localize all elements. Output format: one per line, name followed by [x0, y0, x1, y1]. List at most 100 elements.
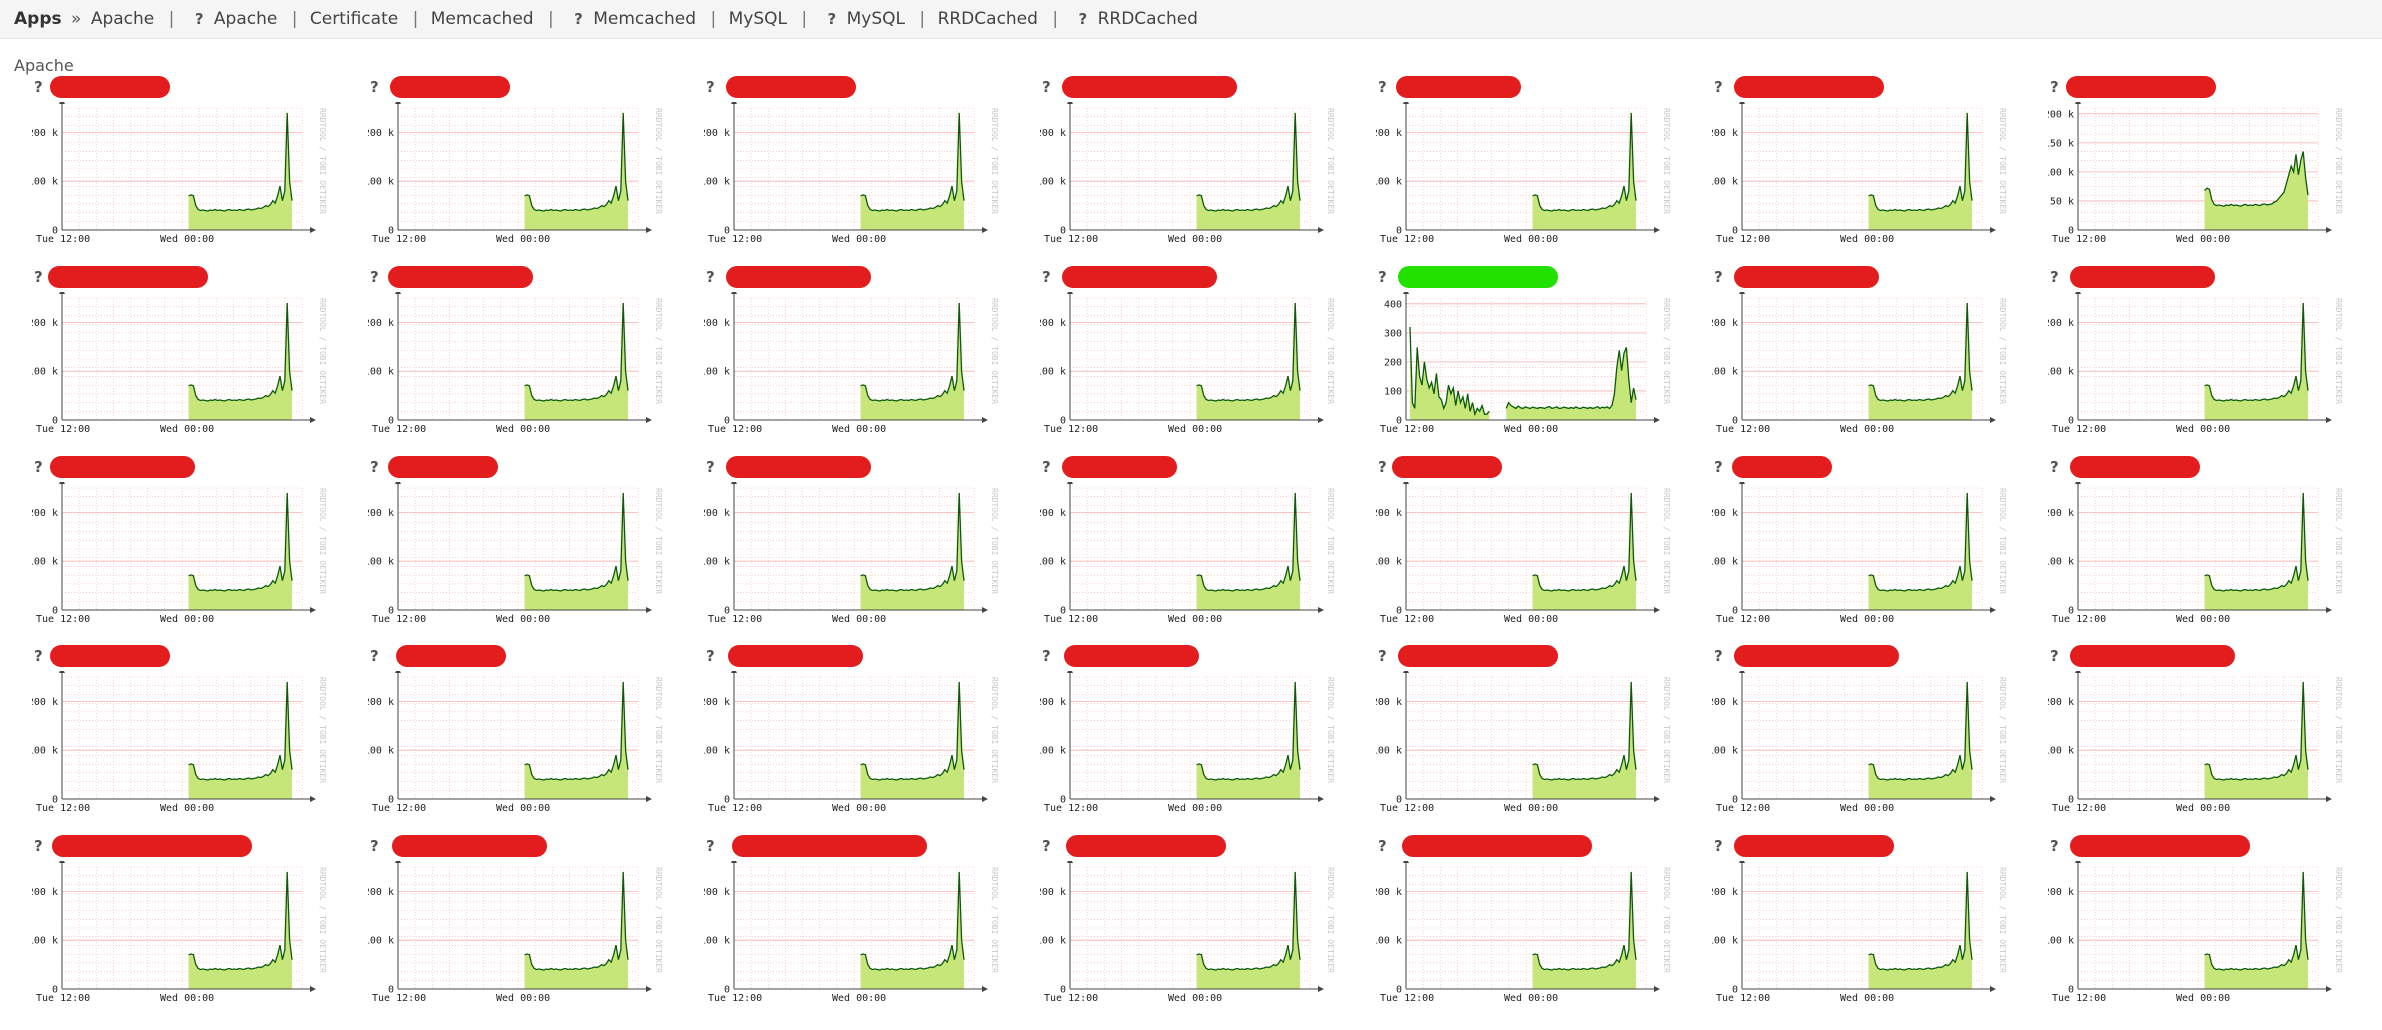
question-icon[interactable]: ? [1078, 10, 1088, 28]
x-tick-label: Wed 00:00 [160, 993, 214, 1004]
question-icon[interactable]: ? [34, 268, 43, 286]
question-icon[interactable]: ? [1378, 268, 1387, 286]
graph-tile[interactable]: ? 0 100 k 200 k Tue 12:00 Wed 00:00 RRDTOOL / … [32, 835, 332, 1013]
question-icon[interactable]: ? [2050, 837, 2059, 855]
graph-tile[interactable]: ? 0 100 k 200 k Tue 12:00 Wed 00:00 RRDTOOL / … [1712, 645, 2012, 823]
graph-tile[interactable]: ? 0 100 k 200 k Tue 12:00 Wed 00:00 RRDTOOL / … [32, 266, 332, 444]
question-icon[interactable]: ? [706, 837, 715, 855]
graph-tile[interactable]: ? 0 100 k 200 k Tue 12:00 Wed 00:00 RRDTOOL / … [1712, 266, 2012, 444]
question-icon[interactable]: ? [2050, 268, 2059, 286]
question-icon[interactable]: ? [370, 268, 379, 286]
graph-tile[interactable]: ? 0 100 k 200 k Tue 12:00 Wed 00:00 RRDTOOL / … [2048, 835, 2348, 1013]
x-tick-label: Tue 12:00 [1380, 424, 1434, 435]
y-tick-label: 0 [1732, 226, 1738, 237]
question-icon[interactable]: ? [706, 647, 715, 665]
question-icon[interactable]: ? [34, 837, 43, 855]
question-icon[interactable]: ? [1378, 458, 1387, 476]
series-line [1532, 492, 1637, 592]
graph-tile[interactable]: ? 0 100 k 200 k Tue 12:00 Wed 00:00 RRDTOOL / … [368, 266, 668, 444]
question-icon[interactable]: ? [574, 10, 583, 28]
question-icon[interactable]: ? [706, 78, 715, 96]
question-icon[interactable]: ? [1042, 268, 1051, 286]
question-icon[interactable]: ? [1378, 647, 1387, 665]
question-icon[interactable]: ? [1714, 78, 1723, 96]
graph-tile[interactable]: ? 0 100 k 200 k Tue 12:00 Wed 00:00 RRDTOOL / … [2048, 645, 2348, 823]
graph-tile[interactable]: ? 0 100 k 200 k Tue 12:00 Wed 00:00 RRDTOOL / … [1712, 76, 2012, 254]
nav-link-mysql-help[interactable]: MySQL [846, 9, 906, 29]
breadcrumb-root[interactable]: Apps [14, 9, 62, 29]
graph-tile[interactable]: ? 0 100 200 300 400 Tue 12:00 Wed 00:00 RRDTOOL … [1376, 266, 1676, 444]
graph-tile[interactable]: ? 0 100 k 200 k Tue 12:00 Wed 00:00 RRDTOOL / … [368, 835, 668, 1013]
graph-tile[interactable]: ? 0 100 k 200 k Tue 12:00 Wed 00:00 RRDTOOL / … [1040, 645, 1340, 823]
graph-tile[interactable]: ? 0 100 k 200 k Tue 12:00 Wed 00:00 RRDTOOL / … [704, 266, 1004, 444]
redacted-title [1062, 76, 1237, 98]
x-tick-label: Wed 00:00 [2176, 234, 2230, 245]
graph-tile[interactable]: ? 0 100 k 200 k Tue 12:00 Wed 00:00 RRDTOOL / … [1376, 835, 1676, 1013]
graph-tile[interactable]: ? 0 100 k 200 k Tue 12:00 Wed 00:00 RRDTOOL / … [368, 76, 668, 254]
nav-link-rrdcached[interactable]: RRDCached [937, 9, 1038, 29]
question-icon[interactable]: ? [1714, 268, 1723, 286]
rrd-graph: 0 100 k 200 k Tue 12:00 Wed 00:00 RRDTOOL / T… [368, 861, 663, 1004]
graph-tile[interactable]: ? 0 100 k 200 k Tue 12:00 Wed 00:00 RRDTOOL / … [1376, 76, 1676, 254]
question-icon[interactable]: ? [370, 837, 379, 855]
redacted-title [732, 835, 927, 857]
question-icon[interactable]: ? [2050, 78, 2059, 96]
graph-tile[interactable]: ? 0 100 k 200 k Tue 12:00 Wed 00:00 RRDTOOL / … [1040, 266, 1340, 444]
question-icon[interactable]: ? [1378, 78, 1387, 96]
question-icon[interactable]: ? [370, 647, 379, 665]
graph-tile[interactable]: ? 0 100 k 200 k Tue 12:00 Wed 00:00 RRDTOOL / … [1712, 456, 2012, 634]
nav-divider: | [291, 9, 298, 29]
question-icon[interactable]: ? [1378, 837, 1387, 855]
question-icon[interactable]: ? [1714, 837, 1723, 855]
question-icon[interactable]: ? [370, 78, 379, 96]
x-tick-label: Tue 12:00 [1716, 234, 1770, 245]
graph-tile[interactable]: ? 0 100 k 200 k Tue 12:00 Wed 00:00 RRDTOOL / … [2048, 456, 2348, 634]
graph-tile[interactable]: ? 0 100 k 200 k Tue 12:00 Wed 00:00 RRDTOOL / … [704, 76, 1004, 254]
graph-tile[interactable]: ? 0 50 k 100 k 150 k 200 k Tue 12:00 Wed 00:00 R… [2048, 76, 2348, 254]
question-icon[interactable]: ? [1042, 458, 1051, 476]
nav-link-certificate[interactable]: Certificate [309, 9, 399, 29]
graph-tile[interactable]: ? 0 100 k 200 k Tue 12:00 Wed 00:00 RRDTOOL / … [1376, 456, 1676, 634]
y-tick-label: 0 [1732, 416, 1738, 427]
nav-link-apache[interactable]: Apache [90, 9, 155, 29]
nav-link-memcached[interactable]: Memcached [430, 9, 534, 29]
question-icon[interactable]: ? [370, 458, 379, 476]
question-icon[interactable]: ? [194, 10, 204, 28]
question-icon[interactable]: ? [827, 10, 837, 28]
graph-tile[interactable]: ? 0 100 k 200 k Tue 12:00 Wed 00:00 RRDTOOL / … [1040, 835, 1340, 1013]
grid-lines [1406, 866, 1647, 989]
graph-tile[interactable]: ? 0 100 k 200 k Tue 12:00 Wed 00:00 RRDTOOL / … [1712, 835, 2012, 1013]
graph-tile[interactable]: ? 0 100 k 200 k Tue 12:00 Wed 00:00 RRDTOOL / … [368, 456, 668, 634]
graph-tile[interactable]: ? 0 100 k 200 k Tue 12:00 Wed 00:00 RRDTOOL / … [1376, 645, 1676, 823]
graph-tile[interactable]: ? 0 100 k 200 k Tue 12:00 Wed 00:00 RRDTOOL / … [2048, 266, 2348, 444]
question-icon[interactable]: ? [34, 78, 43, 96]
question-icon[interactable]: ? [1042, 837, 1051, 855]
question-icon[interactable]: ? [706, 268, 715, 286]
nav-link-rrdcached-help[interactable]: RRDCached [1097, 9, 1198, 29]
graph-tile[interactable]: ? 0 100 k 200 k Tue 12:00 Wed 00:00 RRDTOOL / … [32, 645, 332, 823]
graph-tile[interactable]: ? 0 100 k 200 k Tue 12:00 Wed 00:00 RRDTOOL / … [704, 835, 1004, 1013]
series-area [2204, 681, 2308, 799]
redacted-title [1392, 456, 1502, 478]
question-icon[interactable]: ? [1042, 78, 1051, 96]
graph-tile[interactable]: ? 0 100 k 200 k Tue 12:00 Wed 00:00 RRDTOOL / … [1040, 76, 1340, 254]
graph-tile[interactable]: ? 0 100 k 200 k Tue 12:00 Wed 00:00 RRDTOOL / … [32, 76, 332, 254]
graph-tile[interactable]: ? 0 100 k 200 k Tue 12:00 Wed 00:00 RRDTOOL / … [1040, 456, 1340, 634]
graph-tile[interactable]: ? 0 100 k 200 k Tue 12:00 Wed 00:00 RRDTOOL / … [704, 645, 1004, 823]
question-icon[interactable]: ? [1714, 647, 1723, 665]
graph-tile[interactable]: ? 0 100 k 200 k Tue 12:00 Wed 00:00 RRDTOOL / … [704, 456, 1004, 634]
question-icon[interactable]: ? [34, 458, 43, 476]
question-icon[interactable]: ? [34, 647, 43, 665]
question-icon[interactable]: ? [2050, 458, 2059, 476]
nav-link-mysql[interactable]: MySQL [728, 9, 787, 29]
question-icon[interactable]: ? [1714, 458, 1723, 476]
nav-link-memcached-help[interactable]: Memcached [593, 9, 697, 29]
question-icon[interactable]: ? [2050, 647, 2059, 665]
nav-link-apache-help[interactable]: Apache [213, 9, 278, 29]
question-icon[interactable]: ? [1042, 647, 1051, 665]
y-tick-label: 0 [1396, 226, 1402, 237]
y-tick-label: 0 [724, 606, 730, 617]
graph-tile[interactable]: ? 0 100 k 200 k Tue 12:00 Wed 00:00 RRDTOOL / … [368, 645, 668, 823]
question-icon[interactable]: ? [706, 458, 715, 476]
graph-tile[interactable]: ? 0 100 k 200 k Tue 12:00 Wed 00:00 RRDTOOL / … [32, 456, 332, 634]
